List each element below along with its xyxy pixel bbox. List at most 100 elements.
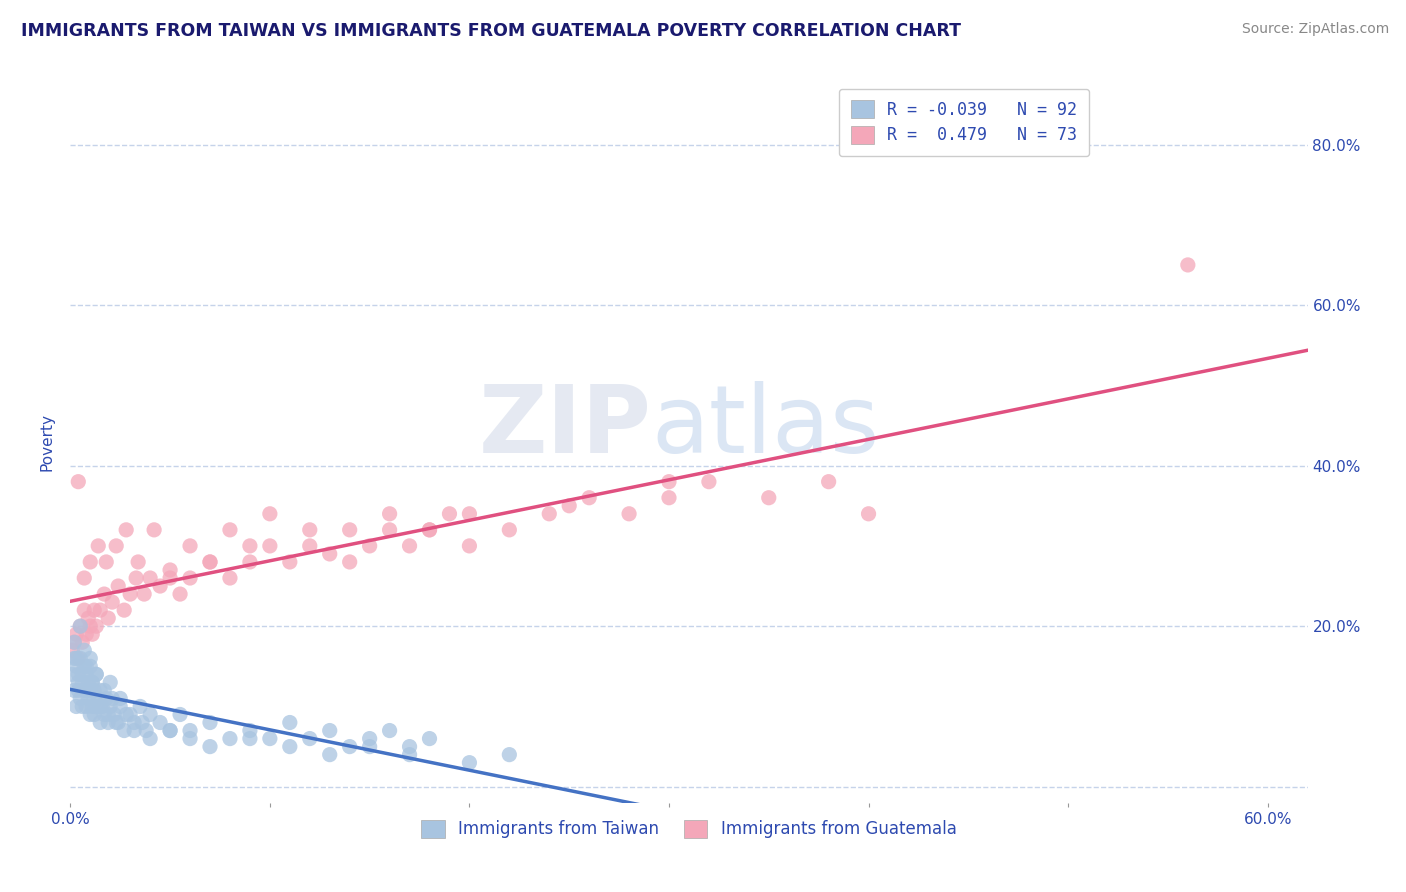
- Point: [69, 619, 91, 633]
- Point: [198, 555, 221, 569]
- Point: [97, 611, 120, 625]
- Point: [697, 475, 720, 489]
- Point: [159, 563, 181, 577]
- Point: [617, 507, 640, 521]
- Point: [97, 715, 120, 730]
- Point: [79, 619, 101, 633]
- Point: [758, 491, 780, 505]
- Point: [105, 539, 128, 553]
- Point: [149, 715, 172, 730]
- Point: [84, 667, 107, 681]
- Point: [120, 707, 142, 722]
- Point: [67, 475, 90, 489]
- Point: [69, 651, 91, 665]
- Y-axis label: Poverty: Poverty: [39, 412, 55, 471]
- Point: [107, 579, 129, 593]
- Point: [93, 587, 115, 601]
- Point: [73, 683, 96, 698]
- Point: [179, 539, 201, 553]
- Point: [359, 731, 381, 746]
- Point: [378, 523, 401, 537]
- Point: [458, 507, 481, 521]
- Point: [108, 699, 131, 714]
- Point: [77, 691, 100, 706]
- Text: ZIP: ZIP: [479, 381, 652, 473]
- Point: [63, 635, 86, 649]
- Point: [82, 675, 104, 690]
- Point: [63, 635, 86, 649]
- Point: [239, 731, 262, 746]
- Point: [319, 723, 342, 738]
- Point: [129, 699, 152, 714]
- Text: atlas: atlas: [652, 381, 880, 473]
- Point: [83, 707, 105, 722]
- Point: [77, 611, 100, 625]
- Point: [89, 603, 111, 617]
- Point: [67, 675, 90, 690]
- Point: [259, 731, 281, 746]
- Point: [398, 747, 420, 762]
- Point: [135, 723, 157, 738]
- Point: [73, 571, 96, 585]
- Point: [73, 603, 96, 617]
- Point: [319, 547, 342, 561]
- Point: [339, 739, 361, 754]
- Point: [418, 523, 440, 537]
- Point: [89, 683, 111, 698]
- Point: [79, 659, 101, 673]
- Point: [67, 667, 90, 681]
- Point: [83, 603, 105, 617]
- Point: [65, 699, 87, 714]
- Point: [139, 731, 162, 746]
- Point: [159, 723, 181, 738]
- Point: [143, 523, 166, 537]
- Point: [75, 627, 97, 641]
- Point: [72, 635, 94, 649]
- Point: [498, 747, 520, 762]
- Point: [77, 683, 100, 698]
- Point: [122, 715, 145, 730]
- Point: [77, 675, 100, 690]
- Point: [89, 699, 111, 714]
- Point: [558, 499, 581, 513]
- Point: [498, 523, 520, 537]
- Point: [69, 619, 91, 633]
- Legend: Immigrants from Taiwan, Immigrants from Guatemala: Immigrants from Taiwan, Immigrants from …: [415, 813, 963, 845]
- Point: [538, 507, 561, 521]
- Point: [65, 651, 87, 665]
- Point: [65, 659, 87, 673]
- Point: [817, 475, 839, 489]
- Point: [658, 475, 681, 489]
- Point: [73, 643, 96, 657]
- Point: [458, 756, 481, 770]
- Point: [298, 523, 321, 537]
- Point: [97, 707, 120, 722]
- Point: [101, 595, 124, 609]
- Point: [219, 731, 242, 746]
- Point: [179, 571, 201, 585]
- Point: [398, 539, 420, 553]
- Point: [858, 507, 880, 521]
- Point: [278, 739, 301, 754]
- Point: [134, 587, 156, 601]
- Point: [278, 555, 301, 569]
- Point: [169, 587, 191, 601]
- Point: [239, 723, 262, 738]
- Point: [98, 675, 121, 690]
- Point: [79, 651, 101, 665]
- Point: [65, 627, 87, 641]
- Point: [139, 571, 162, 585]
- Point: [198, 555, 221, 569]
- Point: [72, 675, 94, 690]
- Point: [169, 707, 191, 722]
- Point: [96, 555, 118, 569]
- Point: [139, 707, 162, 722]
- Point: [339, 555, 361, 569]
- Point: [115, 707, 138, 722]
- Point: [359, 739, 381, 754]
- Point: [79, 683, 101, 698]
- Point: [1177, 258, 1199, 272]
- Point: [398, 739, 420, 754]
- Point: [378, 507, 401, 521]
- Point: [439, 507, 461, 521]
